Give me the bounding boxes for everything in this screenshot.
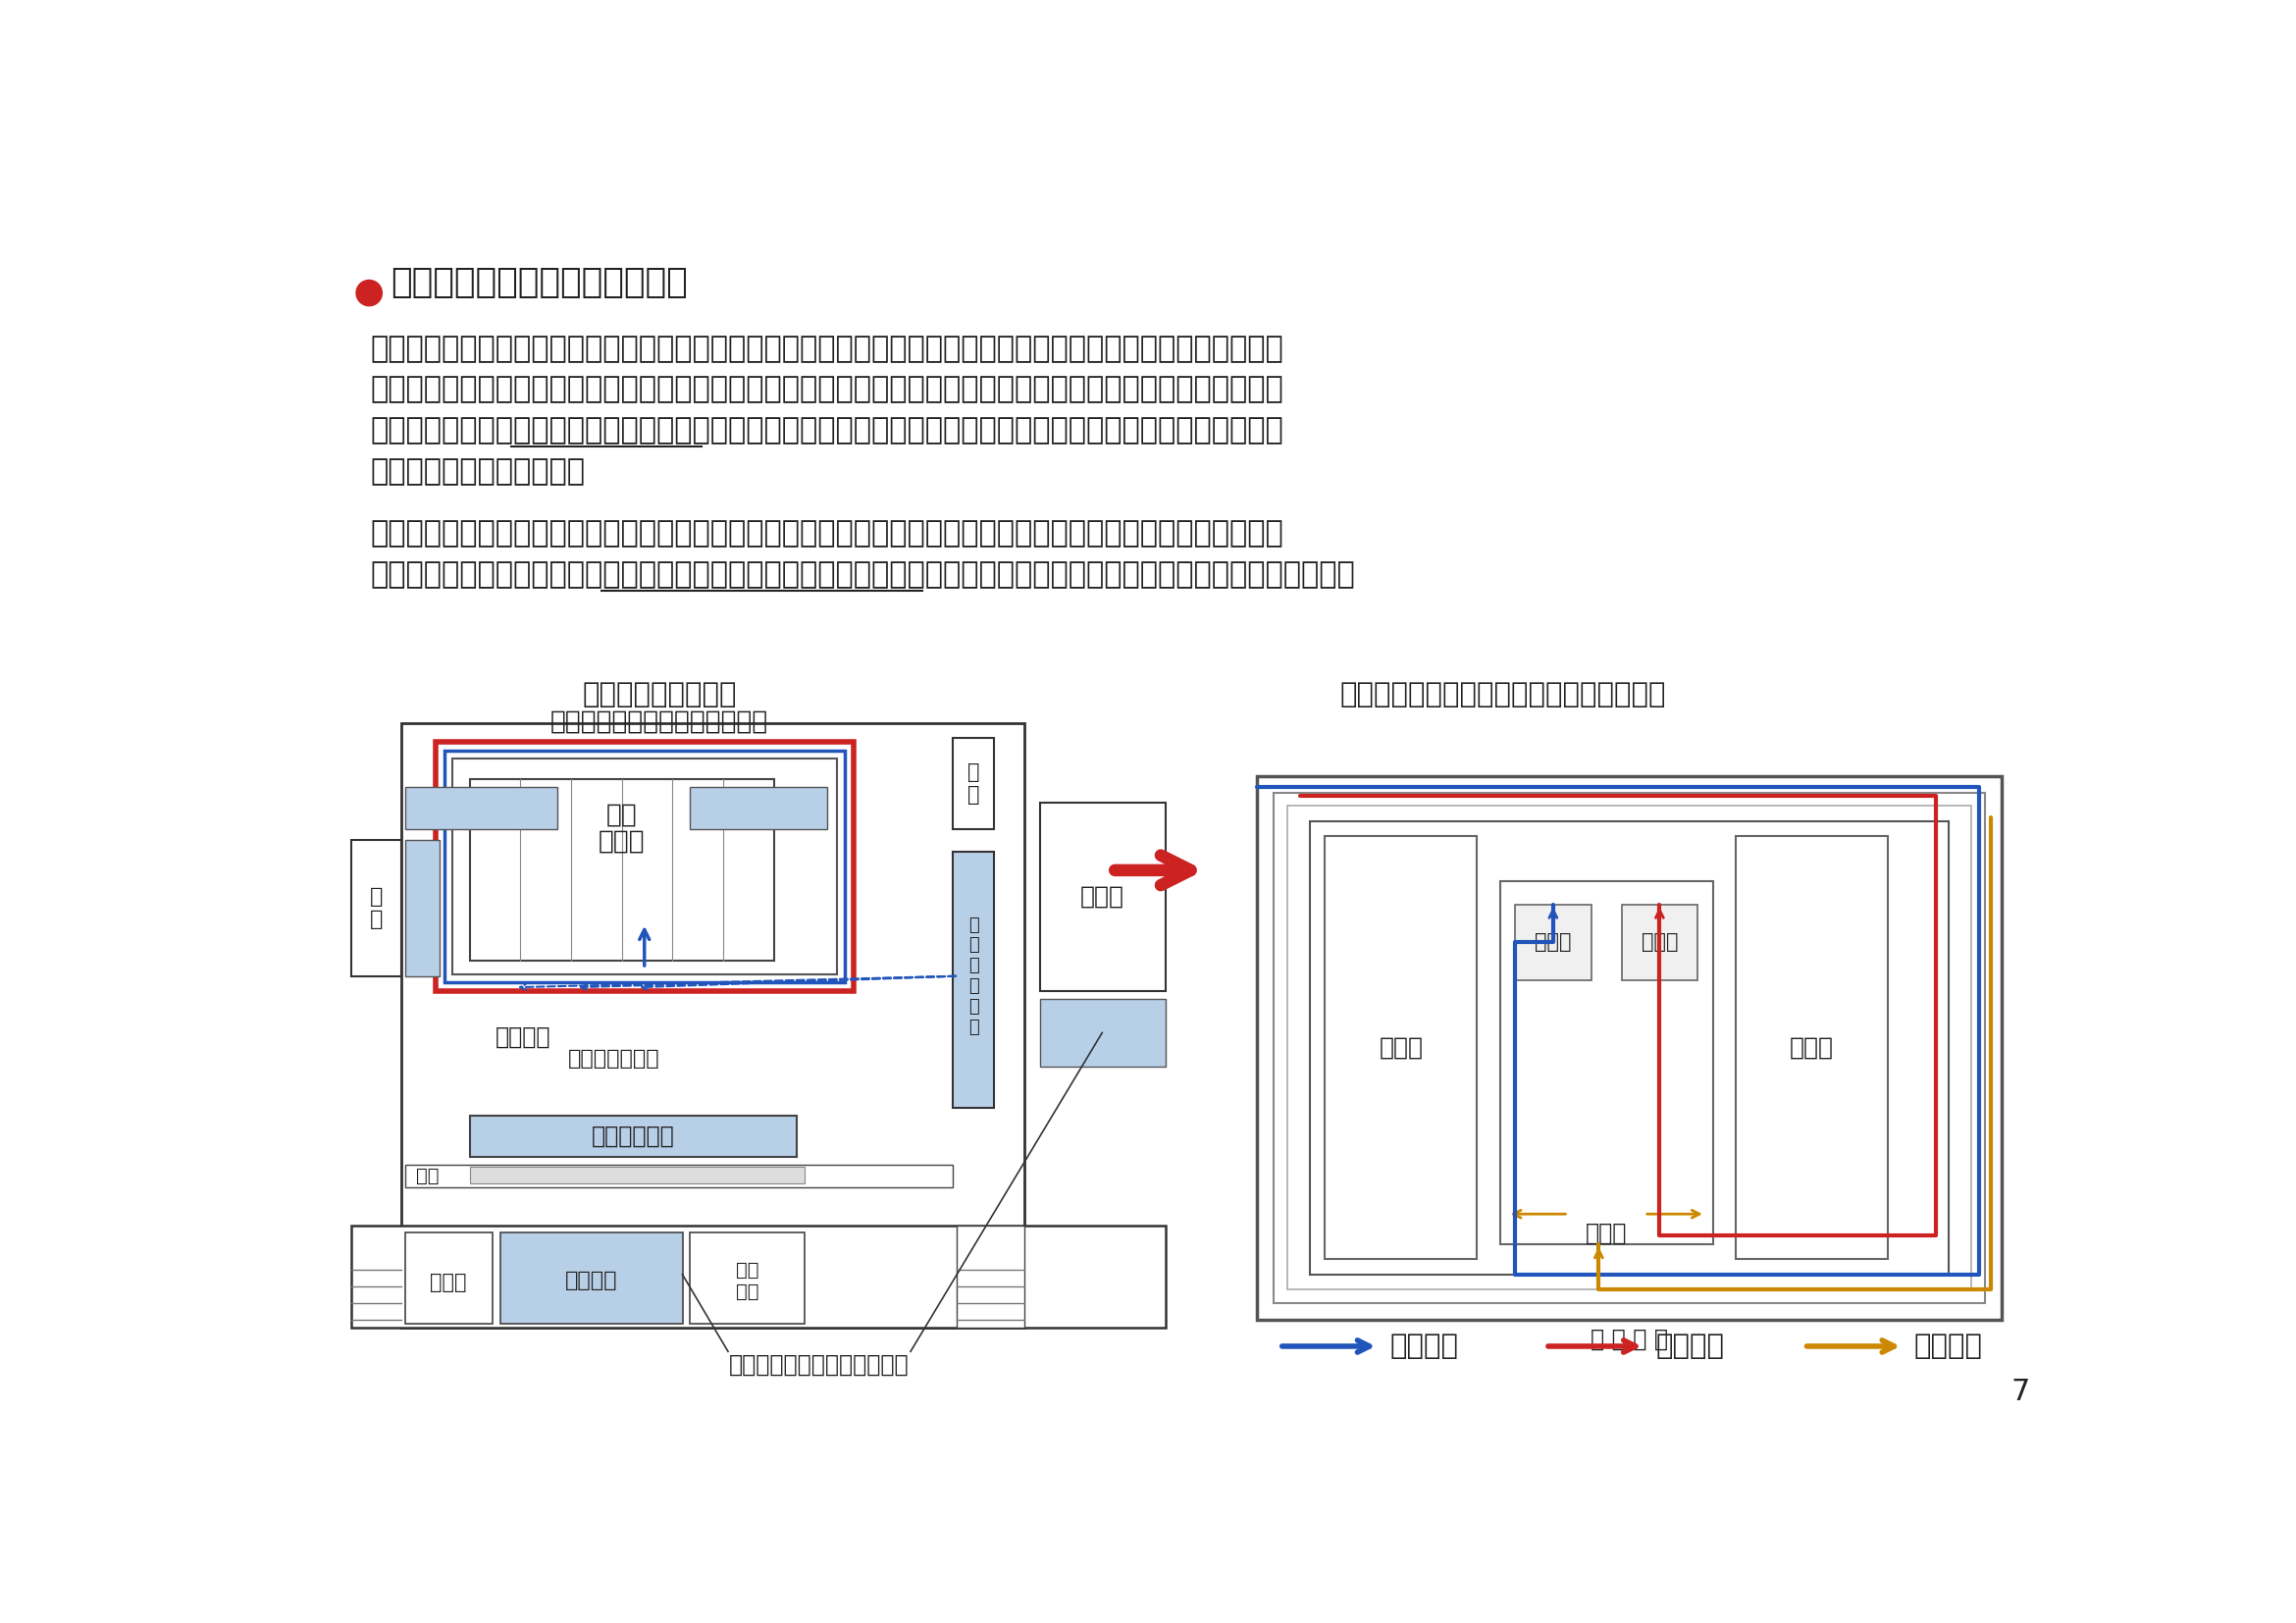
Bar xyxy=(1325,836,1476,1259)
Bar xyxy=(404,1233,491,1324)
Text: 外国賓客や国内要人等が着席: 外国賓客や国内要人等が着席 xyxy=(730,1354,909,1376)
Text: 様々な工夫が施された。: 様々な工夫が施された。 xyxy=(370,458,585,485)
Text: 皇族殿下: 皇族殿下 xyxy=(1915,1332,1984,1360)
Bar xyxy=(1515,904,1591,980)
Text: 回
廊: 回 廊 xyxy=(370,886,383,930)
Text: ・　平成度の「即位礼正殿の儀」は、史上初めて、東京の宮殿で行われるとともに、外国の元首級を含む多数の賓: ・ 平成度の「即位礼正殿の儀」は、史上初めて、東京の宮殿で行われるとともに、外国… xyxy=(370,334,1283,364)
Text: 高御座: 高御座 xyxy=(1534,932,1570,951)
Text: 春秋の間: 春秋の間 xyxy=(565,1271,618,1290)
Text: 梅の間: 梅の間 xyxy=(1789,1035,1835,1060)
Bar xyxy=(452,758,836,974)
Bar xyxy=(1288,807,1972,1290)
Bar xyxy=(1040,802,1166,992)
Text: 天皇皇后両陛下・皇族殿下のお出まし経路: 天皇皇后両陛下・皇族殿下のお出まし経路 xyxy=(1341,682,1667,709)
Bar xyxy=(1256,776,2002,1319)
Text: （青塗り部分に参列者が着席）: （青塗り部分に参列者が着席） xyxy=(551,709,769,734)
Text: 仮設ステージ: 仮設ステージ xyxy=(592,1125,675,1147)
Text: 天皇陛下: 天皇陛下 xyxy=(1389,1332,1458,1360)
Bar xyxy=(1621,904,1697,980)
Text: できる限り確保できるよう、宮殿中庭に仮設ステージ席を設置するなど、参列者が儀式の様子を把握するための: できる限り確保できるよう、宮殿中庭に仮設ステージ席を設置するなど、参列者が儀式の… xyxy=(370,415,1283,445)
Text: 廊
下: 廊 下 xyxy=(967,763,980,805)
Text: 廊下: 廊下 xyxy=(416,1167,439,1185)
Bar xyxy=(436,742,854,992)
Text: 皇后陛下: 皇后陛下 xyxy=(1655,1332,1724,1360)
Text: お姿にできるだけ直接接することができるよう、両陛下には正殿梅の間前の廊下を経てお出ましいただくこととされた。: お姿にできるだけ直接接することができるよう、両陛下には正殿梅の間前の廊下を経てお… xyxy=(370,560,1355,589)
Bar xyxy=(1736,836,1887,1259)
Bar xyxy=(351,1225,1166,1328)
Text: 石橋
の間: 石橋 の間 xyxy=(735,1261,758,1300)
Text: 豊明殿: 豊明殿 xyxy=(1079,885,1125,909)
Text: 御帳台: 御帳台 xyxy=(1642,932,1678,951)
Text: 松の間: 松の間 xyxy=(599,829,645,854)
Text: ・　このような工夫の一つとして、仮設ステージ席に着席された外国賓客・国内要人等の主要な参列者が両陛下の: ・ このような工夫の一つとして、仮設ステージ席に着席された外国賓客・国内要人等の… xyxy=(370,519,1283,549)
Bar xyxy=(691,1233,804,1324)
Bar xyxy=(501,1233,682,1324)
Text: 松の間: 松の間 xyxy=(1587,1222,1628,1245)
Bar xyxy=(1274,792,1986,1303)
Text: 平成度におけるお出ましの経路: 平成度におけるお出ましの経路 xyxy=(390,266,687,299)
Bar xyxy=(404,1165,953,1188)
Text: 仮
設
ス
テ
ー
ジ: 仮 設 ス テ ー ジ xyxy=(969,915,978,1035)
Bar xyxy=(404,787,558,829)
Bar xyxy=(691,787,827,829)
Text: （中庭）: （中庭） xyxy=(496,1024,551,1048)
Bar xyxy=(953,852,994,1109)
Text: （ 中 庭 ）: （ 中 庭 ） xyxy=(1591,1328,1667,1350)
Text: 平成度の宮殿配席図: 平成度の宮殿配席図 xyxy=(583,682,737,709)
Text: 客が宮殿の中庭を取り囲む形で参列することとなったことから、参列者が天皇皇后両陛下のお姿に接する機会を: 客が宮殿の中庭を取り囲む形で参列することとなったことから、参列者が天皇皇后両陛下… xyxy=(370,375,1283,404)
Circle shape xyxy=(356,281,381,305)
Bar xyxy=(468,779,774,961)
Text: 竹の間: 竹の間 xyxy=(1380,1035,1424,1060)
Text: 正殿を直接目視: 正殿を直接目視 xyxy=(567,1050,659,1070)
Bar xyxy=(402,722,1024,1328)
Bar xyxy=(1499,881,1713,1245)
Text: 正殿: 正殿 xyxy=(606,802,638,828)
Bar xyxy=(445,751,845,982)
Bar xyxy=(1309,821,1949,1274)
Bar xyxy=(955,1225,1024,1328)
Bar xyxy=(404,841,439,975)
Bar xyxy=(1040,998,1166,1066)
Bar xyxy=(953,738,994,829)
Bar xyxy=(468,1167,804,1183)
Text: 波の間: 波の間 xyxy=(429,1272,466,1292)
Bar xyxy=(351,841,402,975)
Bar xyxy=(468,1115,797,1157)
Text: 7: 7 xyxy=(2011,1378,2030,1406)
